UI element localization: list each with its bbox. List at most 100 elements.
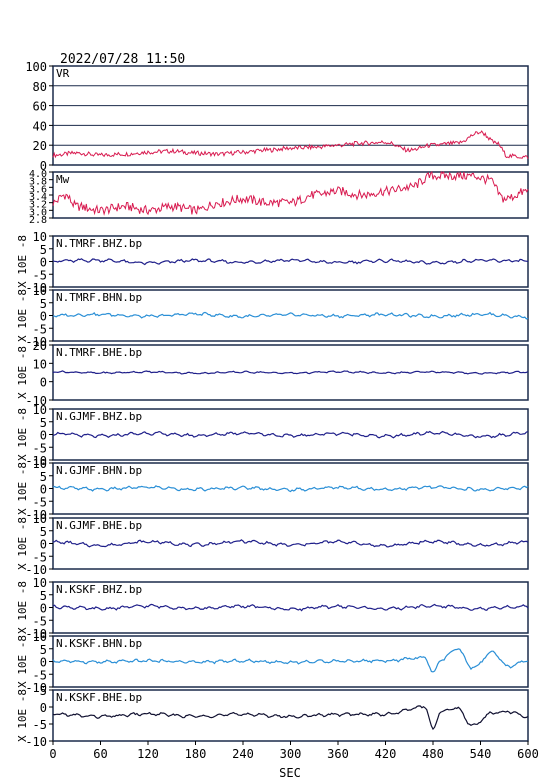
y-tick-label: 5 xyxy=(40,470,47,484)
timestamp: 2022/07/28 11:50 xyxy=(60,52,185,67)
y-tick-label: 10 xyxy=(33,230,47,244)
panel-label: N.KSKF.BHZ.bp xyxy=(56,583,142,596)
x-tick-label: 120 xyxy=(137,747,159,761)
y-axis-label: X 10E -8 xyxy=(16,581,29,634)
panel-label: Mw xyxy=(56,173,70,186)
panel-label: N.KSKF.BHE.bp xyxy=(56,691,142,704)
y-tick-label: -10 xyxy=(25,627,47,641)
y-tick-label: 60 xyxy=(33,100,47,114)
series-line xyxy=(52,130,529,159)
y-tick-label: 3.4 xyxy=(29,192,47,203)
y-tick-label: 0 xyxy=(40,701,47,715)
y-tick-label: 20 xyxy=(33,339,47,353)
x-tick-label: 60 xyxy=(93,747,107,761)
y-tick-label: -5 xyxy=(33,495,47,509)
series-line xyxy=(52,539,529,548)
y-tick-label: 5 xyxy=(40,243,47,257)
y-tick-label: 10 xyxy=(33,512,47,526)
x-tick-label: 540 xyxy=(470,747,492,761)
y-tick-label: 0 xyxy=(40,656,47,670)
y-tick-label: 10 xyxy=(33,457,47,471)
y-axis-label: X 10E -8 xyxy=(16,462,29,515)
series-line xyxy=(52,170,529,216)
y-tick-label: -5 xyxy=(33,268,47,282)
y-tick-label: 10 xyxy=(33,357,47,371)
panel-label: N.TMRF.BHZ.bp xyxy=(56,237,142,250)
y-tick-label: 3.8 xyxy=(29,177,47,188)
panel-label: N.GJMF.BHZ.bp xyxy=(56,410,142,423)
y-axis-label: X 10E -8 xyxy=(16,235,29,288)
y-tick-label: 5 xyxy=(40,643,47,657)
y-tick-label: 2.8 xyxy=(29,215,47,226)
panel-label: VR xyxy=(56,67,70,80)
y-tick-label: 0 xyxy=(40,429,47,443)
y-tick-label: 0 xyxy=(40,602,47,616)
x-tick-label: 0 xyxy=(49,747,56,761)
x-tick-label: 360 xyxy=(327,747,349,761)
y-tick-label: -5 xyxy=(33,668,47,682)
y-tick-label: 5 xyxy=(40,297,47,311)
y-tick-label: -5 xyxy=(33,441,47,455)
y-tick-label: -10 xyxy=(25,454,47,468)
y-tick-label: 3.2 xyxy=(29,200,47,211)
panel-label: N.TMRF.BHN.bp xyxy=(56,291,142,304)
y-tick-label: 0 xyxy=(40,310,47,324)
x-tick-label: 420 xyxy=(375,747,397,761)
y-tick-label: 80 xyxy=(33,80,47,94)
y-tick-label: 3.0 xyxy=(29,207,47,218)
y-tick-label: 4.0 xyxy=(29,169,47,180)
y-tick-label: 5 xyxy=(40,525,47,539)
series-line xyxy=(52,370,529,375)
y-tick-label: 20 xyxy=(33,139,47,153)
x-tick-label: 240 xyxy=(232,747,254,761)
y-tick-label: 5 xyxy=(40,416,47,430)
y-axis-label: X 10E -8 xyxy=(16,635,29,688)
y-tick-label: -10 xyxy=(25,563,47,577)
series-line xyxy=(52,603,529,612)
series-line xyxy=(52,485,529,493)
panel-label: N.GJMF.BHE.bp xyxy=(56,519,142,532)
y-tick-label: -10 xyxy=(25,508,47,522)
series-line xyxy=(52,430,529,439)
series-line xyxy=(52,648,529,673)
y-tick-label: 5 xyxy=(40,684,47,698)
series-line xyxy=(52,705,529,731)
y-tick-label: 0 xyxy=(40,483,47,497)
y-tick-label: 0 xyxy=(40,159,47,173)
x-axis-label: SEC xyxy=(279,766,301,780)
y-tick-label: -10 xyxy=(25,394,47,408)
y-axis-label: X 10E -8 xyxy=(16,689,29,742)
y-axis-label: X 10E -8 xyxy=(16,517,29,570)
y-tick-label: 5 xyxy=(40,589,47,603)
panel-frame xyxy=(52,171,529,219)
y-tick-label: -5 xyxy=(33,614,47,628)
panel-label: N.KSKF.BHN.bp xyxy=(56,637,142,650)
panel-label: N.GJMF.BHN.bp xyxy=(56,464,142,477)
series-line xyxy=(52,258,529,266)
y-tick-label: 10 xyxy=(33,630,47,644)
y-tick-label: 0 xyxy=(40,256,47,270)
y-tick-label: 10 xyxy=(33,403,47,417)
x-axis: 0 60 120 180 240 300 360 420 480 540 600 xyxy=(49,741,539,761)
y-tick-label: -5 xyxy=(33,718,47,732)
panel-label: N.TMRF.BHE.bp xyxy=(56,346,142,359)
y-tick-label: 100 xyxy=(25,60,47,74)
y-tick-label: -10 xyxy=(25,681,47,695)
x-tick-label: 480 xyxy=(422,747,444,761)
y-tick-label: 3.6 xyxy=(29,184,47,195)
y-tick-label: -5 xyxy=(33,322,47,336)
y-tick-label: -10 xyxy=(25,281,47,295)
y-axis-label: X 10E -8 xyxy=(16,346,29,399)
panel-stack: 100806040200VR4.03.83.63.43.23.02.8Mw105… xyxy=(16,60,529,749)
y-tick-label: -10 xyxy=(25,335,47,349)
y-tick-label: 10 xyxy=(33,284,47,298)
x-tick-label: 180 xyxy=(185,747,207,761)
y-tick-label: 0 xyxy=(40,376,47,390)
y-axis-label: X 10E -8 xyxy=(16,289,29,342)
y-tick-label: 0 xyxy=(40,538,47,552)
y-tick-label: -5 xyxy=(33,550,47,564)
y-axis-label: X 10E -8 xyxy=(16,408,29,461)
y-tick-label: -10 xyxy=(25,735,47,749)
y-tick-label: 10 xyxy=(33,576,47,590)
